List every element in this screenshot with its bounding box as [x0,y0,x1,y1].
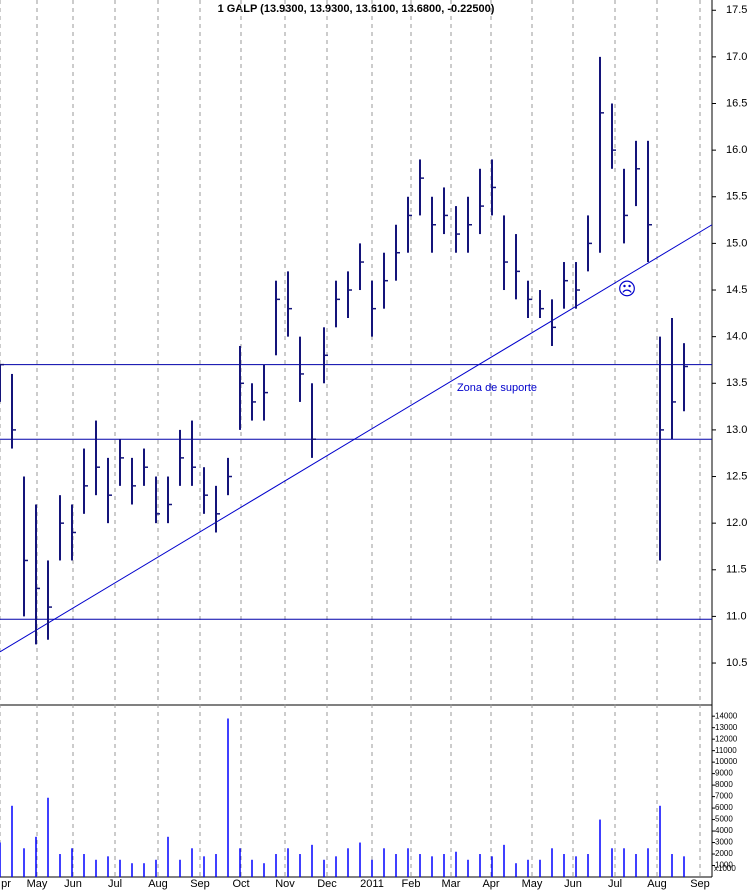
x-tick-label: May [27,878,48,890]
x-tick-label: Jun [64,878,82,890]
x-tick-label: Nov [275,878,295,890]
chart-title: 1 GALP (13.9300, 13.9300, 13.6100, 13.68… [218,3,495,15]
y-tick-label: 11000 [715,746,737,755]
x-tick-label: Jun [564,878,582,890]
y-tick-label: 14.5 [726,284,747,296]
y-tick-label: 11.0 [726,610,747,622]
y-tick-label: 12.0 [726,517,747,529]
x-tick-label: May [522,878,543,890]
y-tick-label: 2000 [715,849,733,858]
y-tick-label: 12000 [715,734,738,743]
y-tick-label: 1000 [715,861,733,870]
x-tick-label: Sep [690,878,710,890]
unit-label: x1000 [714,864,736,873]
y-tick-label: 10000 [715,757,738,766]
y-tick-label: 7000 [715,792,733,801]
annotation: Zona de suporte [457,382,537,394]
y-tick-label: 13.0 [726,424,747,436]
y-tick-label: 13.5 [726,377,747,389]
y-tick-label: 3000 [715,838,733,847]
y-tick-label: 5000 [715,815,733,824]
y-tick-label: 12.5 [726,470,747,482]
y-tick-label: 14000 [715,711,738,720]
trend-line [0,224,713,653]
x-tick-label: Oct [232,878,249,890]
y-tick-label: 17.0 [726,51,747,63]
x-tick-label: 2011 [360,878,384,890]
x-tick-label: Feb [402,878,421,890]
y-tick-label: 15.5 [726,191,747,203]
x-tick-label: Apr [482,878,499,890]
x-tick-label: Jul [108,878,122,890]
y-tick-label: 17.5 [726,4,747,16]
y-tick-label: 10.5 [726,657,747,669]
y-tick-label: 14.0 [726,331,747,343]
y-tick-label: 15.0 [726,237,747,249]
y-tick-label: 16.0 [726,144,747,156]
y-tick-label: 4000 [715,826,733,835]
x-tick-label: Dec [317,878,337,890]
annotation: ☹ [618,279,637,299]
x-tick-label: Jul [608,878,622,890]
y-tick-label: 16.5 [726,97,747,109]
x-tick-label: pr [1,878,11,890]
x-tick-label: Aug [647,878,667,890]
x-tick-label: Mar [442,878,461,890]
y-tick-label: 13000 [715,723,738,732]
y-tick-label: 11.5 [726,564,747,576]
x-tick-label: Sep [190,878,210,890]
y-tick-label: 9000 [715,769,733,778]
x-tick-label: Aug [148,878,168,890]
y-tick-label: 6000 [715,803,733,812]
y-tick-label: 8000 [715,780,733,789]
